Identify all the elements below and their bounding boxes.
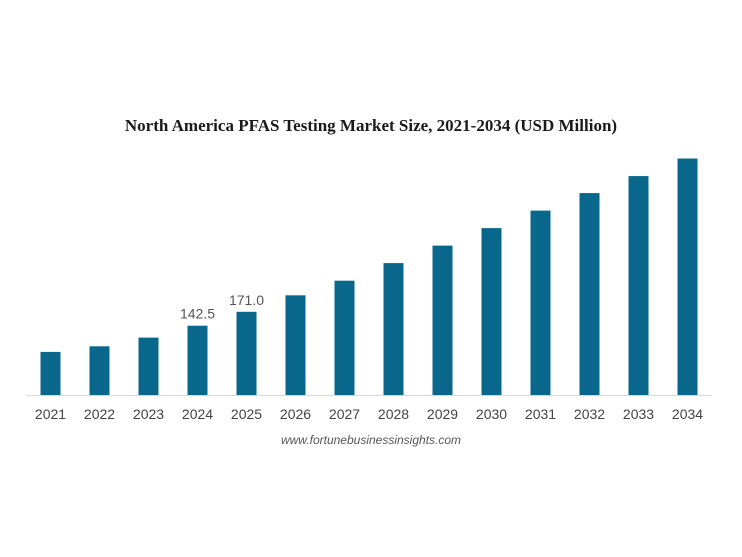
x-tick-label-2033: 2033 (623, 406, 654, 422)
bars-group (40, 158, 698, 395)
bar-2024 (187, 325, 208, 395)
data-labels: 142.5 171.0 (180, 292, 264, 322)
bar-2029 (432, 245, 453, 395)
x-tick-label-2026: 2026 (280, 406, 311, 422)
x-tick-label-2027: 2027 (329, 406, 360, 422)
x-tick-labels: 2021 2022 2023 2024 2025 2026 2027 2028 2029 2030… (35, 406, 703, 422)
x-tick-label-2024: 2024 (182, 406, 213, 422)
x-tick-label-2032: 2032 (574, 406, 605, 422)
source-link[interactable]: www.fortunebusinessinsights.com (280, 433, 462, 447)
bar-2033 (628, 176, 649, 395)
bar-2028 (383, 263, 404, 395)
bar-2034 (677, 158, 698, 395)
x-tick-label-2028: 2028 (378, 406, 409, 422)
x-tick-label-2022: 2022 (84, 406, 115, 422)
x-tick-label-2029: 2029 (427, 406, 458, 422)
x-tick-label-2030: 2030 (476, 406, 507, 422)
bar-2026 (285, 295, 306, 395)
x-tick-label-2021: 2021 (35, 406, 66, 422)
bar-2025 (236, 311, 257, 395)
x-tick-label-2034: 2034 (672, 406, 703, 422)
bar-2022 (89, 346, 110, 395)
x-tick-label-2025: 2025 (231, 406, 262, 422)
bar-2027 (334, 280, 355, 395)
bar-2023 (138, 337, 159, 395)
bar-2021 (40, 351, 61, 395)
chart-title: North America PFAS Testing Market Size, … (124, 116, 618, 135)
bar-2030 (481, 228, 502, 395)
data-label-2024: 142.5 (180, 306, 215, 322)
x-tick-label-2023: 2023 (133, 406, 164, 422)
x-tick-label-2031: 2031 (525, 406, 556, 422)
bar-2032 (579, 193, 600, 395)
bar-2031 (530, 210, 551, 395)
data-label-2025: 171.0 (229, 292, 264, 308)
